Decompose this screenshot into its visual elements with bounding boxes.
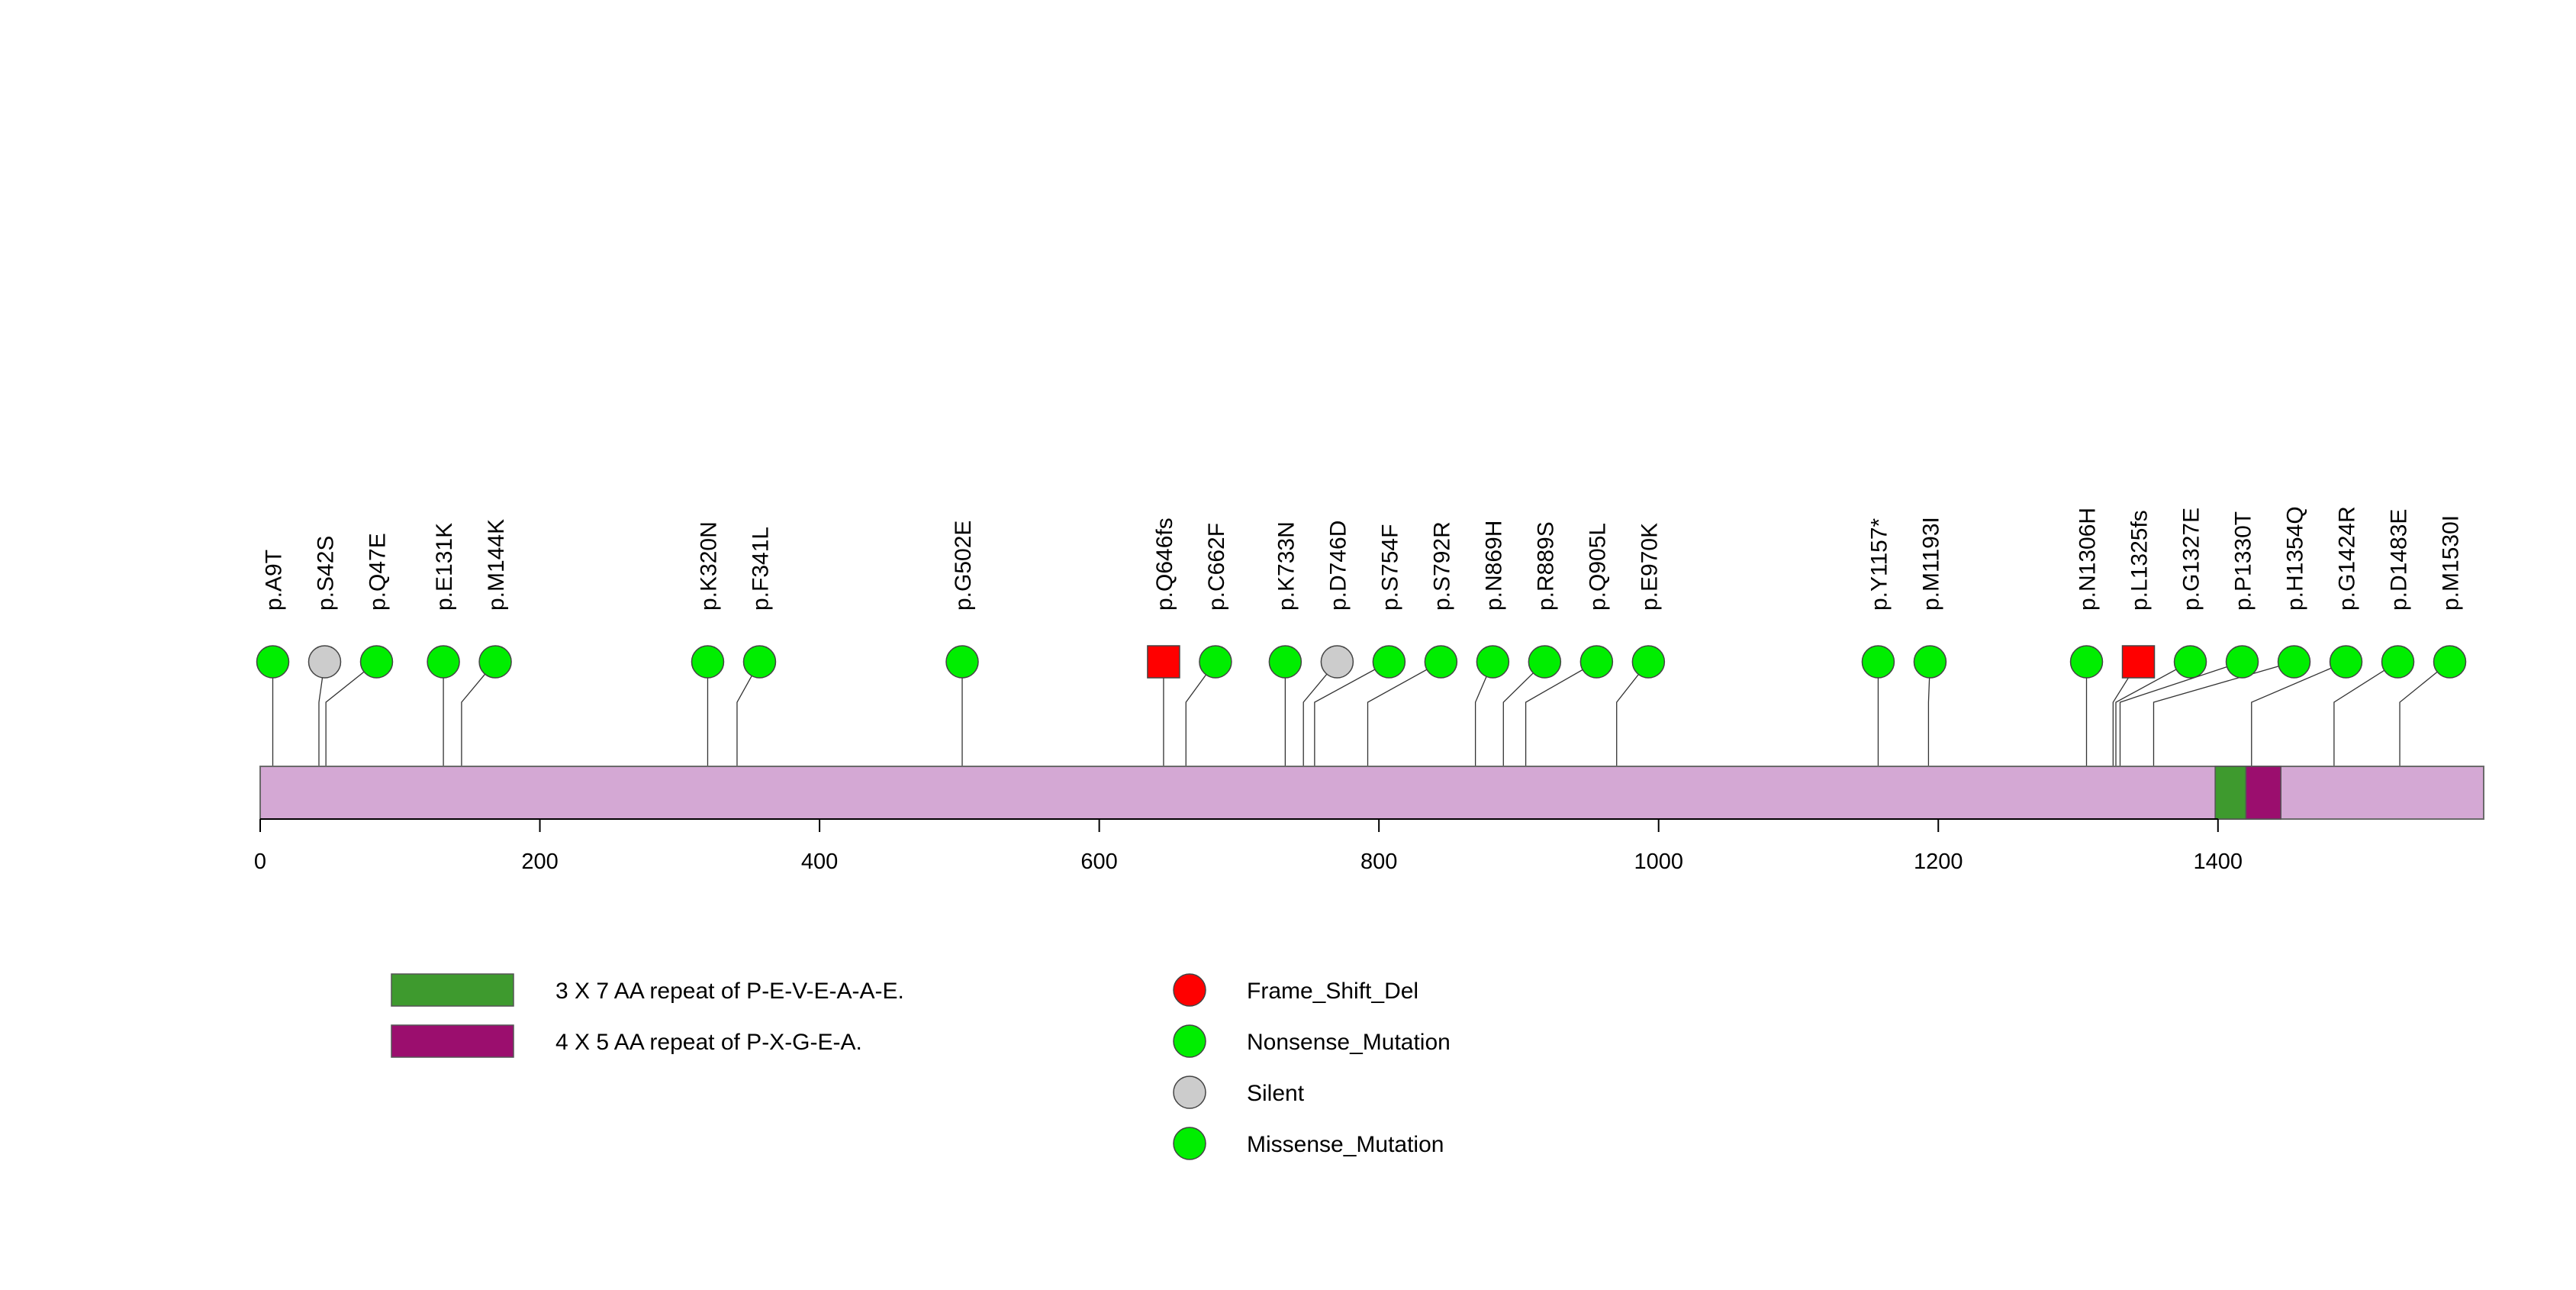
legend-mutation-label: Nonsense_Mutation [1247, 1030, 1451, 1055]
legend-mutation-swatch [1173, 1127, 1206, 1160]
mutation-label: p.S42S [313, 536, 338, 611]
mutation-label: p.M1193I [1918, 517, 1943, 611]
mutation-marker [691, 645, 725, 679]
mutation-marker [478, 645, 512, 679]
mutation-marker [2381, 645, 2415, 679]
domain-0 [2214, 766, 2247, 820]
mutation-marker [308, 645, 342, 679]
x-tick-label: 600 [1080, 850, 1117, 874]
mutation-label: p.A9T [261, 550, 286, 611]
mutation-label: p.H1354Q [2283, 506, 2308, 611]
mutation-marker [2329, 645, 2363, 679]
mutation-marker [2173, 645, 2207, 679]
mutation-label: p.F341L [748, 527, 773, 611]
mutation-marker [1320, 645, 1354, 679]
mutation-marker [2277, 645, 2311, 679]
x-tick-label: 1000 [1634, 850, 1683, 874]
mutation-label: p.Q646fs [1152, 518, 1177, 611]
legend: 3 X 7 AA repeat of P-E-V-E-A-A-E. 4 X 5 A… [391, 973, 1451, 1160]
mutation-label: p.Y1157* [1866, 518, 1892, 611]
mutation-label: p.D746D [1325, 521, 1351, 611]
mutation-label: p.L1325fs [2127, 510, 2153, 611]
mutation-marker [427, 645, 460, 679]
x-tick-label: 800 [1360, 850, 1397, 874]
mutation-label: p.P1330T [2231, 511, 2256, 611]
mutation-marker [2121, 645, 2156, 679]
mutation-marker [1424, 645, 1458, 679]
legend-mutation-swatch [1173, 973, 1206, 1007]
legend-domain-label: 3 X 7 AA repeat of P-E-V-E-A-A-E. [555, 979, 904, 1004]
mutation-marker [1913, 645, 1947, 679]
x-tick-label: 1200 [1914, 850, 1963, 874]
mutation-label: p.C662F [1204, 523, 1229, 611]
protein-domains [2214, 766, 2282, 820]
mutation-marker [1372, 645, 1406, 679]
mutation-marker [742, 645, 777, 679]
legend-domain-swatch [391, 1024, 514, 1058]
mutation-marker [1579, 645, 1614, 679]
mutation-marker [1631, 645, 1666, 679]
mutation-label: p.G502E [951, 521, 976, 611]
legend-mutation-label: Silent [1247, 1081, 1305, 1106]
mutation-marker [1528, 645, 1562, 679]
legend-domain-swatch [391, 973, 514, 1007]
mutation-label: p.G1327E [2179, 508, 2204, 611]
mutation-label: p.Q47E [365, 533, 390, 611]
mutation-label: p.Q905L [1585, 523, 1610, 611]
legend-mutation-label: Frame_Shift_Del [1247, 979, 1418, 1004]
legend-mutation-label: Missense_Mutation [1247, 1132, 1444, 1157]
mutation-label: p.S754F [1377, 524, 1402, 611]
x-tick-label: 1400 [2194, 850, 2243, 874]
mutation-marker [945, 645, 979, 679]
x-axis: 0 200 400 600 800 1000 1200 1400 [254, 818, 2243, 874]
mutation-marker [1476, 645, 1510, 679]
mutation-label: p.N869H [1481, 521, 1506, 611]
mutation-label: p.R889S [1533, 521, 1558, 611]
mutation-label: p.E131K [432, 523, 457, 611]
mutation-label: p.S792R [1429, 521, 1454, 611]
mutation-marker [2225, 645, 2259, 679]
mutation-label: p.N1306H [2075, 508, 2101, 611]
mutation-label: p.D1483E [2387, 509, 2412, 611]
mutation-label: p.G1424R [2335, 506, 2360, 611]
domain-1 [2245, 766, 2282, 820]
mutation-marker [1861, 645, 1895, 679]
x-tick-label: 0 [254, 850, 266, 874]
mutation-marker [1199, 645, 1232, 679]
mutation-label: p.E970K [1637, 523, 1662, 611]
legend-domain-label: 4 X 5 AA repeat of P-X-G-E-A. [555, 1030, 862, 1055]
mutation-label: p.M144K [484, 519, 509, 611]
mutation-marker [1147, 645, 1180, 679]
legend-mutation-swatch [1173, 1024, 1206, 1058]
protein-bar [259, 766, 2484, 820]
mutation-marker [256, 645, 290, 679]
mutation-markers: p.A9T p.S42S p.Q47E p.E131K p.M144K p.K320N p.… [256, 506, 2467, 679]
mutation-label: p.K320N [696, 521, 721, 611]
x-tick-label: 400 [801, 850, 838, 874]
mutation-marker [1268, 645, 1302, 679]
legend-mutation-swatch [1173, 1076, 1206, 1109]
mutation-label: p.M1530I [2439, 515, 2464, 611]
mutation-marker [2433, 645, 2467, 679]
mutation-marker [359, 645, 394, 679]
x-tick-label: 200 [521, 850, 558, 874]
mutation-marker [2069, 645, 2104, 679]
mutation-label: p.K733N [1274, 521, 1299, 611]
